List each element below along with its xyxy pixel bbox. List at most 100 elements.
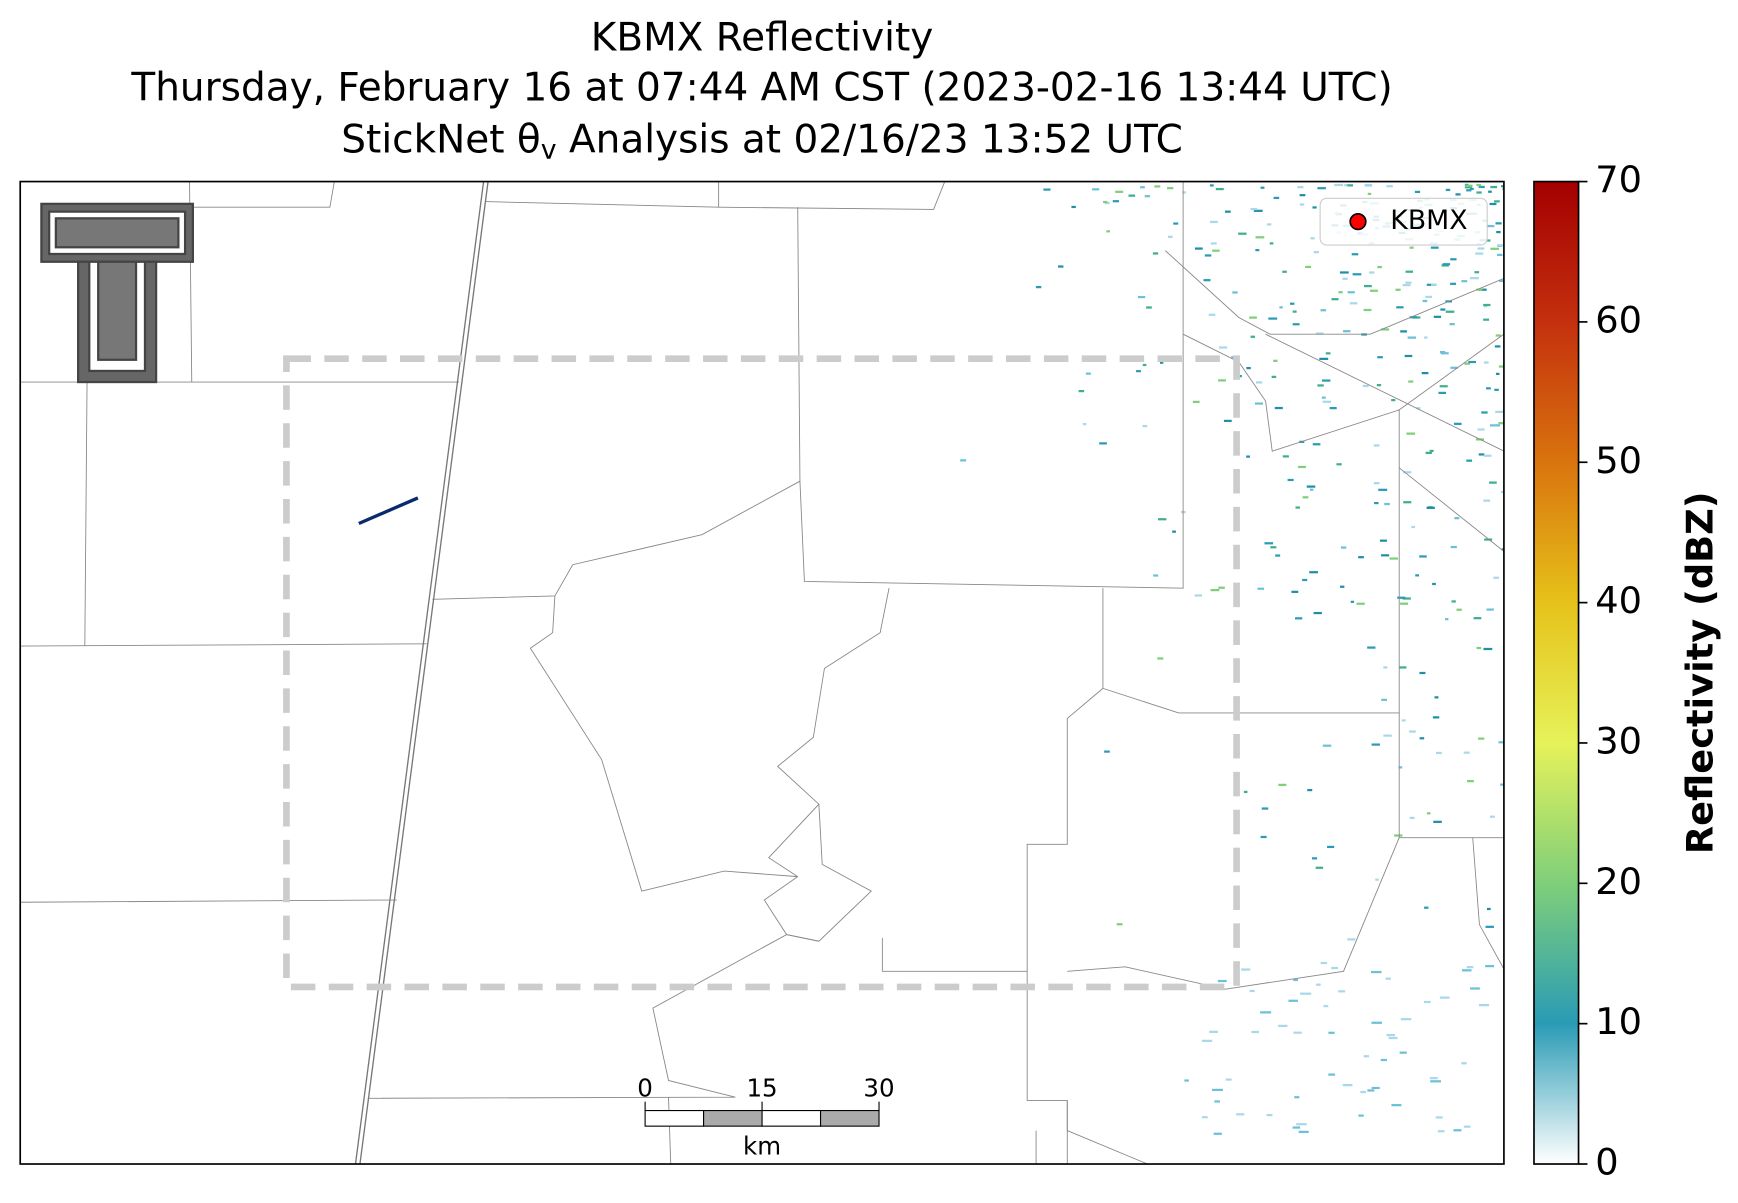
echo (1173, 222, 1179, 225)
echo (1249, 989, 1255, 993)
echo (1218, 586, 1225, 589)
echo (1499, 279, 1504, 283)
legend-label: KBMX (1390, 205, 1467, 236)
echo (1336, 463, 1342, 466)
echo (1419, 555, 1427, 558)
echo (1409, 730, 1416, 733)
echo (1302, 496, 1309, 499)
echo (1409, 246, 1414, 249)
echo (1476, 288, 1483, 291)
echo (1347, 291, 1355, 294)
scalebar-segment (761, 1109, 822, 1127)
colorbar-tick-label: 30 (1595, 719, 1642, 762)
echo (1292, 323, 1300, 326)
echo (1405, 270, 1414, 273)
echo (1411, 525, 1415, 529)
echo (1071, 205, 1076, 209)
echo (1424, 906, 1429, 909)
echo (1371, 1021, 1382, 1024)
echo (1483, 361, 1489, 364)
echo (1112, 200, 1119, 203)
echo (1340, 546, 1347, 549)
echo (1302, 578, 1308, 582)
echo (1298, 465, 1306, 469)
echo (1380, 1058, 1387, 1062)
echo (1300, 992, 1312, 995)
echo (1269, 242, 1274, 245)
echo (1321, 396, 1326, 399)
echo (1488, 190, 1492, 193)
echo (1371, 1086, 1380, 1090)
echo (1437, 1130, 1445, 1133)
echo (1449, 323, 1455, 326)
echo (1470, 277, 1479, 280)
echo (1210, 589, 1220, 592)
echo (1313, 251, 1319, 254)
echo (1464, 186, 1472, 189)
echo (1210, 242, 1217, 245)
echo (1305, 265, 1312, 269)
echo (1500, 783, 1504, 786)
echo (1215, 187, 1224, 191)
echo (1214, 1100, 1220, 1103)
echo (1223, 419, 1232, 423)
echo (1445, 618, 1449, 621)
echo (1212, 249, 1220, 252)
echo (1279, 306, 1283, 309)
echo (1406, 432, 1416, 435)
echo (1461, 1062, 1467, 1065)
colorbar-ticks: 0 10 20 30 40 50 60 70 (1578, 158, 1642, 1184)
echo (1456, 608, 1462, 611)
echo (1266, 1113, 1273, 1117)
echo (1328, 1031, 1335, 1034)
echo (1313, 611, 1322, 615)
echo (1319, 357, 1329, 360)
echo (1298, 1130, 1309, 1133)
radar-echoes (960, 183, 1504, 1135)
echo (1347, 184, 1354, 187)
echo (1439, 996, 1450, 999)
echo (1450, 282, 1457, 285)
echo (1208, 313, 1216, 316)
echo (1430, 1080, 1441, 1083)
colorbar-tick-label: 60 (1595, 298, 1642, 341)
echo (1465, 184, 1473, 187)
echo (1425, 295, 1433, 299)
echo (1309, 571, 1318, 574)
echo (1405, 281, 1412, 284)
echo (1246, 455, 1250, 458)
scalebar-label: 30 (863, 1073, 894, 1102)
analysis-box (283, 355, 1240, 991)
echo (1092, 188, 1100, 191)
echo (1343, 330, 1351, 333)
colorbar-tick-label: 40 (1595, 579, 1642, 622)
echo (1408, 380, 1414, 383)
echo (1322, 744, 1332, 747)
echo (1429, 1077, 1438, 1080)
echo (1142, 424, 1148, 428)
echo (1395, 288, 1401, 291)
map-frame (19, 180, 1505, 1165)
echo (1157, 657, 1164, 660)
echo (1328, 1073, 1336, 1076)
echo (1485, 965, 1495, 968)
echo (1363, 308, 1372, 312)
analysis-sub: v (541, 134, 557, 165)
echo (1310, 237, 1315, 240)
echo (1268, 317, 1278, 320)
state-line (359, 181, 489, 1165)
colorbar-tick-label: 20 (1595, 860, 1642, 903)
echo (1483, 454, 1492, 457)
echo (1315, 332, 1324, 335)
echo (1182, 191, 1187, 194)
echo (1315, 866, 1324, 869)
echo (1478, 737, 1485, 740)
echo (1498, 741, 1504, 744)
echo (1299, 203, 1305, 206)
echo (1388, 1036, 1398, 1040)
echo (1441, 264, 1449, 267)
legend-frame (1319, 197, 1488, 246)
echo (1373, 444, 1380, 447)
echo (1082, 423, 1087, 426)
echo (1116, 923, 1123, 926)
